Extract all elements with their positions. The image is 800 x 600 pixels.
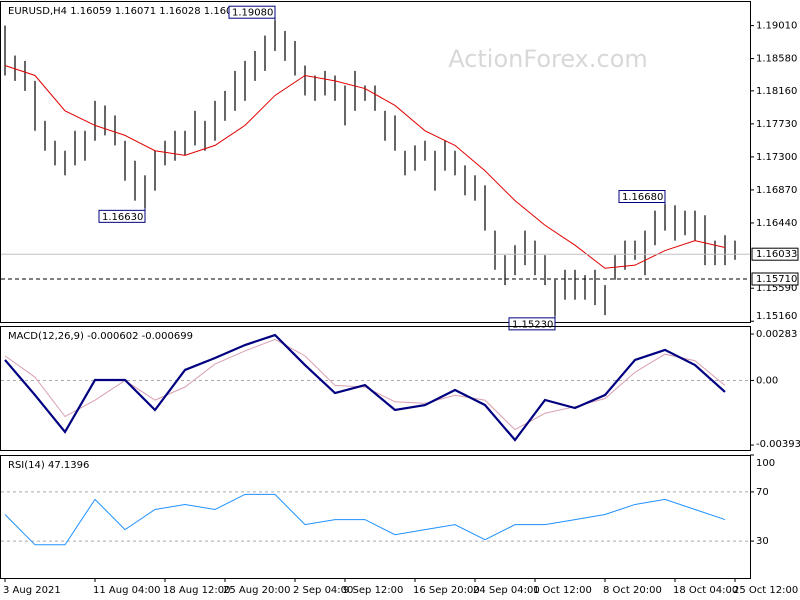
panel-frame <box>0 1 751 323</box>
panel-title: EURUSD,H4 1.16059 1.16071 1.16028 1.1603… <box>8 6 245 17</box>
x-tick-label: 3 Aug 2021 <box>3 585 61 596</box>
annotation-label: 1.19080 <box>232 8 273 19</box>
panel-frame <box>0 455 751 579</box>
level-label: 1.15710 <box>756 274 797 285</box>
y-tick-label: 1.19010 <box>756 21 797 32</box>
current-price-box <box>751 247 799 261</box>
x-tick-label: 16 Sep 20:00 <box>413 585 480 596</box>
x-tick-label: 2 Sep 04:00 <box>293 585 353 596</box>
indicator-line <box>4 333 726 442</box>
y-tick-label: 100 <box>756 458 775 469</box>
y-tick-label: 0.00 <box>756 375 778 386</box>
current-price-label: 1.16033 <box>756 249 797 260</box>
y-tick-label: 1.15160 <box>756 311 797 322</box>
moving-average <box>4 65 726 269</box>
y-tick-label: 1.16870 <box>756 185 797 196</box>
y-tick-label: 1.18160 <box>756 86 797 97</box>
y-tick-label: 1.15590 <box>756 283 797 294</box>
x-tick-label: 8 Oct 20:00 <box>603 585 662 596</box>
x-tick-label: 18 Aug 12:00 <box>163 585 230 596</box>
y-tick-label: 1.18580 <box>756 54 797 65</box>
y-tick-label: 70 <box>756 487 769 498</box>
x-tick-label: 11 Aug 04:00 <box>93 585 160 596</box>
watermark: ActionForex.com <box>448 45 648 73</box>
y-tick-label: 1.17300 <box>756 152 797 163</box>
level-box <box>751 272 799 286</box>
panel-title: MACD(12,26,9) -0.000602 -0.000699 <box>8 331 193 342</box>
x-tick-label: 18 Oct 04:00 <box>673 585 738 596</box>
indicator-line <box>4 493 726 546</box>
x-tick-label: 1 Oct 12:00 <box>533 585 592 596</box>
y-tick-label: -0.003939 <box>756 439 800 450</box>
y-tick-label: 1.17730 <box>756 119 797 130</box>
y-tick-label: 30 <box>756 536 769 547</box>
x-tick-label: 25 Aug 20:00 <box>223 585 290 596</box>
panel-frame <box>0 326 751 451</box>
panel-title: RSI(14) 47.1396 <box>8 460 89 471</box>
annotation-label: 1.15230 <box>512 319 553 330</box>
y-tick-label: 0.00283 <box>756 329 797 340</box>
x-tick-label: 9 Sep 12:00 <box>343 585 403 596</box>
annotation-label: 1.16630 <box>102 212 143 223</box>
x-tick-label: 25 Oct 12:00 <box>733 585 798 596</box>
annotation-label: 1.16680 <box>622 192 663 203</box>
y-tick-label: 1.16440 <box>756 218 797 229</box>
x-tick-label: 24 Sep 04:00 <box>473 585 540 596</box>
